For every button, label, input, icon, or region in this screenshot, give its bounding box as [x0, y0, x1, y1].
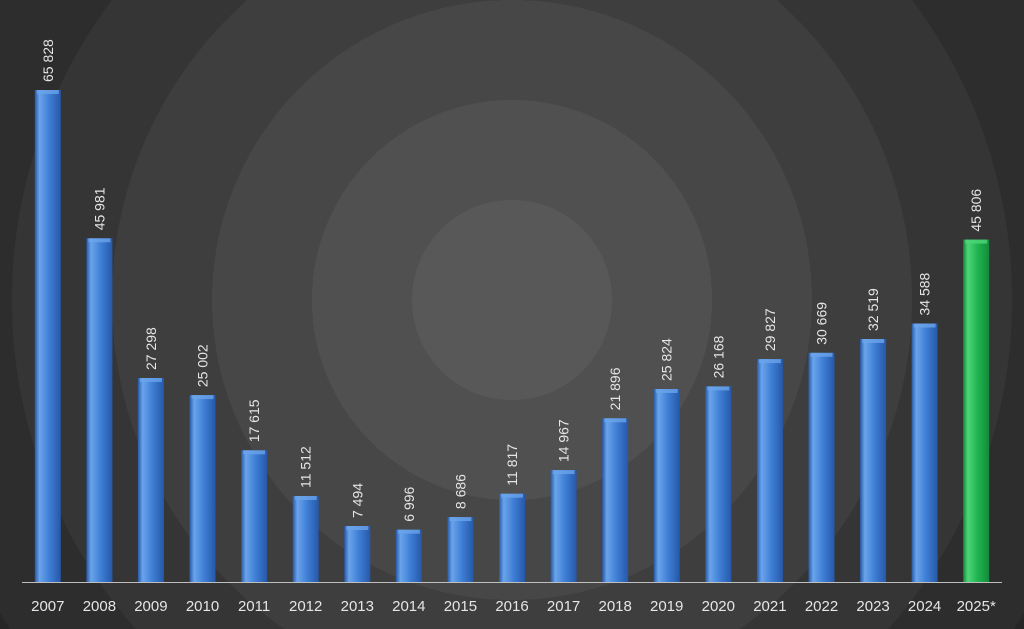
bar-top-bevel	[758, 359, 781, 364]
bar-2012	[292, 496, 319, 582]
bar-top-bevel	[397, 529, 420, 534]
bar-2018	[602, 418, 629, 582]
bar-top-bevel	[552, 470, 575, 475]
bar-top-bevel	[862, 339, 885, 343]
bar-top-bevel	[965, 239, 988, 244]
bar-2025-projected	[963, 239, 990, 582]
bar-2024	[911, 323, 938, 582]
bar-2015	[447, 517, 474, 582]
x-tick-label: 2017	[547, 598, 580, 615]
bar-top-bevel	[346, 526, 369, 530]
bar-top-bevel	[36, 90, 59, 94]
bar-2021	[756, 359, 783, 582]
bar-top-bevel	[707, 386, 730, 391]
x-tick-label: 2021	[753, 598, 786, 615]
x-tick-label: 2009	[134, 598, 167, 615]
bar-2009	[137, 378, 164, 582]
bar-top-bevel	[294, 496, 317, 500]
x-tick-label: 2011	[238, 598, 270, 615]
bar-2017	[550, 470, 577, 582]
bar-value-label: 65 828	[40, 39, 56, 82]
bar-top-bevel	[191, 395, 214, 400]
bar-top-bevel	[810, 352, 833, 357]
x-tick-label: 2019	[650, 598, 683, 615]
bar-top-bevel	[88, 238, 111, 243]
bar-top-bevel	[243, 450, 266, 455]
bar-value-label: 11 817	[504, 444, 520, 486]
x-tick-label: 2012	[289, 598, 322, 615]
bar-value-label: 21 896	[607, 367, 623, 410]
bar-2011	[241, 450, 268, 582]
x-tick-label: 2016	[495, 598, 528, 615]
bar-top-bevel	[604, 418, 627, 423]
bar-top-bevel	[655, 389, 678, 393]
bar-2020	[705, 386, 732, 582]
bar-value-label: 17 615	[246, 399, 262, 442]
bar-2019	[653, 389, 680, 582]
bar-2023	[860, 339, 887, 582]
bar-top-bevel	[139, 378, 162, 382]
bar-value-label: 26 168	[710, 335, 726, 378]
x-tick-label: 2013	[341, 598, 374, 615]
x-tick-label: 2015	[444, 598, 477, 615]
value-labels-layer: 65 828 45 981 27 298 25 002 17 615 11 512 7 49…	[40, 39, 984, 522]
bar-2008	[86, 238, 113, 583]
x-tick-label: 2020	[702, 598, 735, 615]
bar-value-label: 45 981	[91, 187, 107, 230]
x-tick-label: 2023	[856, 598, 889, 615]
x-tick-label: 2025*	[957, 598, 996, 615]
x-tick-label: 2014	[392, 598, 425, 615]
bar-value-label: 14 967	[556, 419, 572, 462]
bar-top-bevel	[501, 493, 523, 498]
bar-2007	[34, 90, 61, 582]
bar-2016	[499, 493, 525, 582]
x-tick-label: 2008	[83, 598, 116, 615]
bar-value-label: 8 686	[452, 474, 468, 509]
bar-value-label: 32 519	[865, 288, 881, 331]
bar-value-label: 7 494	[349, 483, 365, 518]
bar-2013	[344, 526, 371, 582]
bar-value-label: 34 588	[917, 272, 933, 315]
bar-top-bevel	[449, 517, 472, 522]
bar-value-label: 11 512	[298, 446, 314, 488]
bar-value-label: 30 669	[814, 302, 830, 345]
bar-top-bevel	[913, 323, 936, 328]
bar-value-label: 29 827	[762, 308, 778, 351]
bar-value-label: 27 298	[143, 327, 159, 370]
bars-layer	[34, 90, 990, 583]
bar-2014	[395, 529, 422, 582]
bar-2010	[189, 395, 216, 582]
x-tick-label: 2010	[186, 598, 219, 615]
bar-2022	[808, 352, 835, 582]
bar-value-label: 25 002	[195, 344, 211, 387]
bar-value-label: 6 996	[401, 486, 417, 521]
x-tick-label: 2007	[31, 598, 64, 615]
bar-value-label: 25 824	[659, 338, 675, 381]
x-tick-labels-layer: 2007 2008 2009 2010 2011 2012 2013 2014 2015 2016…	[31, 598, 996, 615]
bar-value-label: 45 806	[968, 189, 984, 232]
x-tick-label: 2018	[599, 598, 632, 615]
x-tick-label: 2022	[805, 598, 838, 615]
x-tick-label: 2024	[908, 598, 941, 615]
